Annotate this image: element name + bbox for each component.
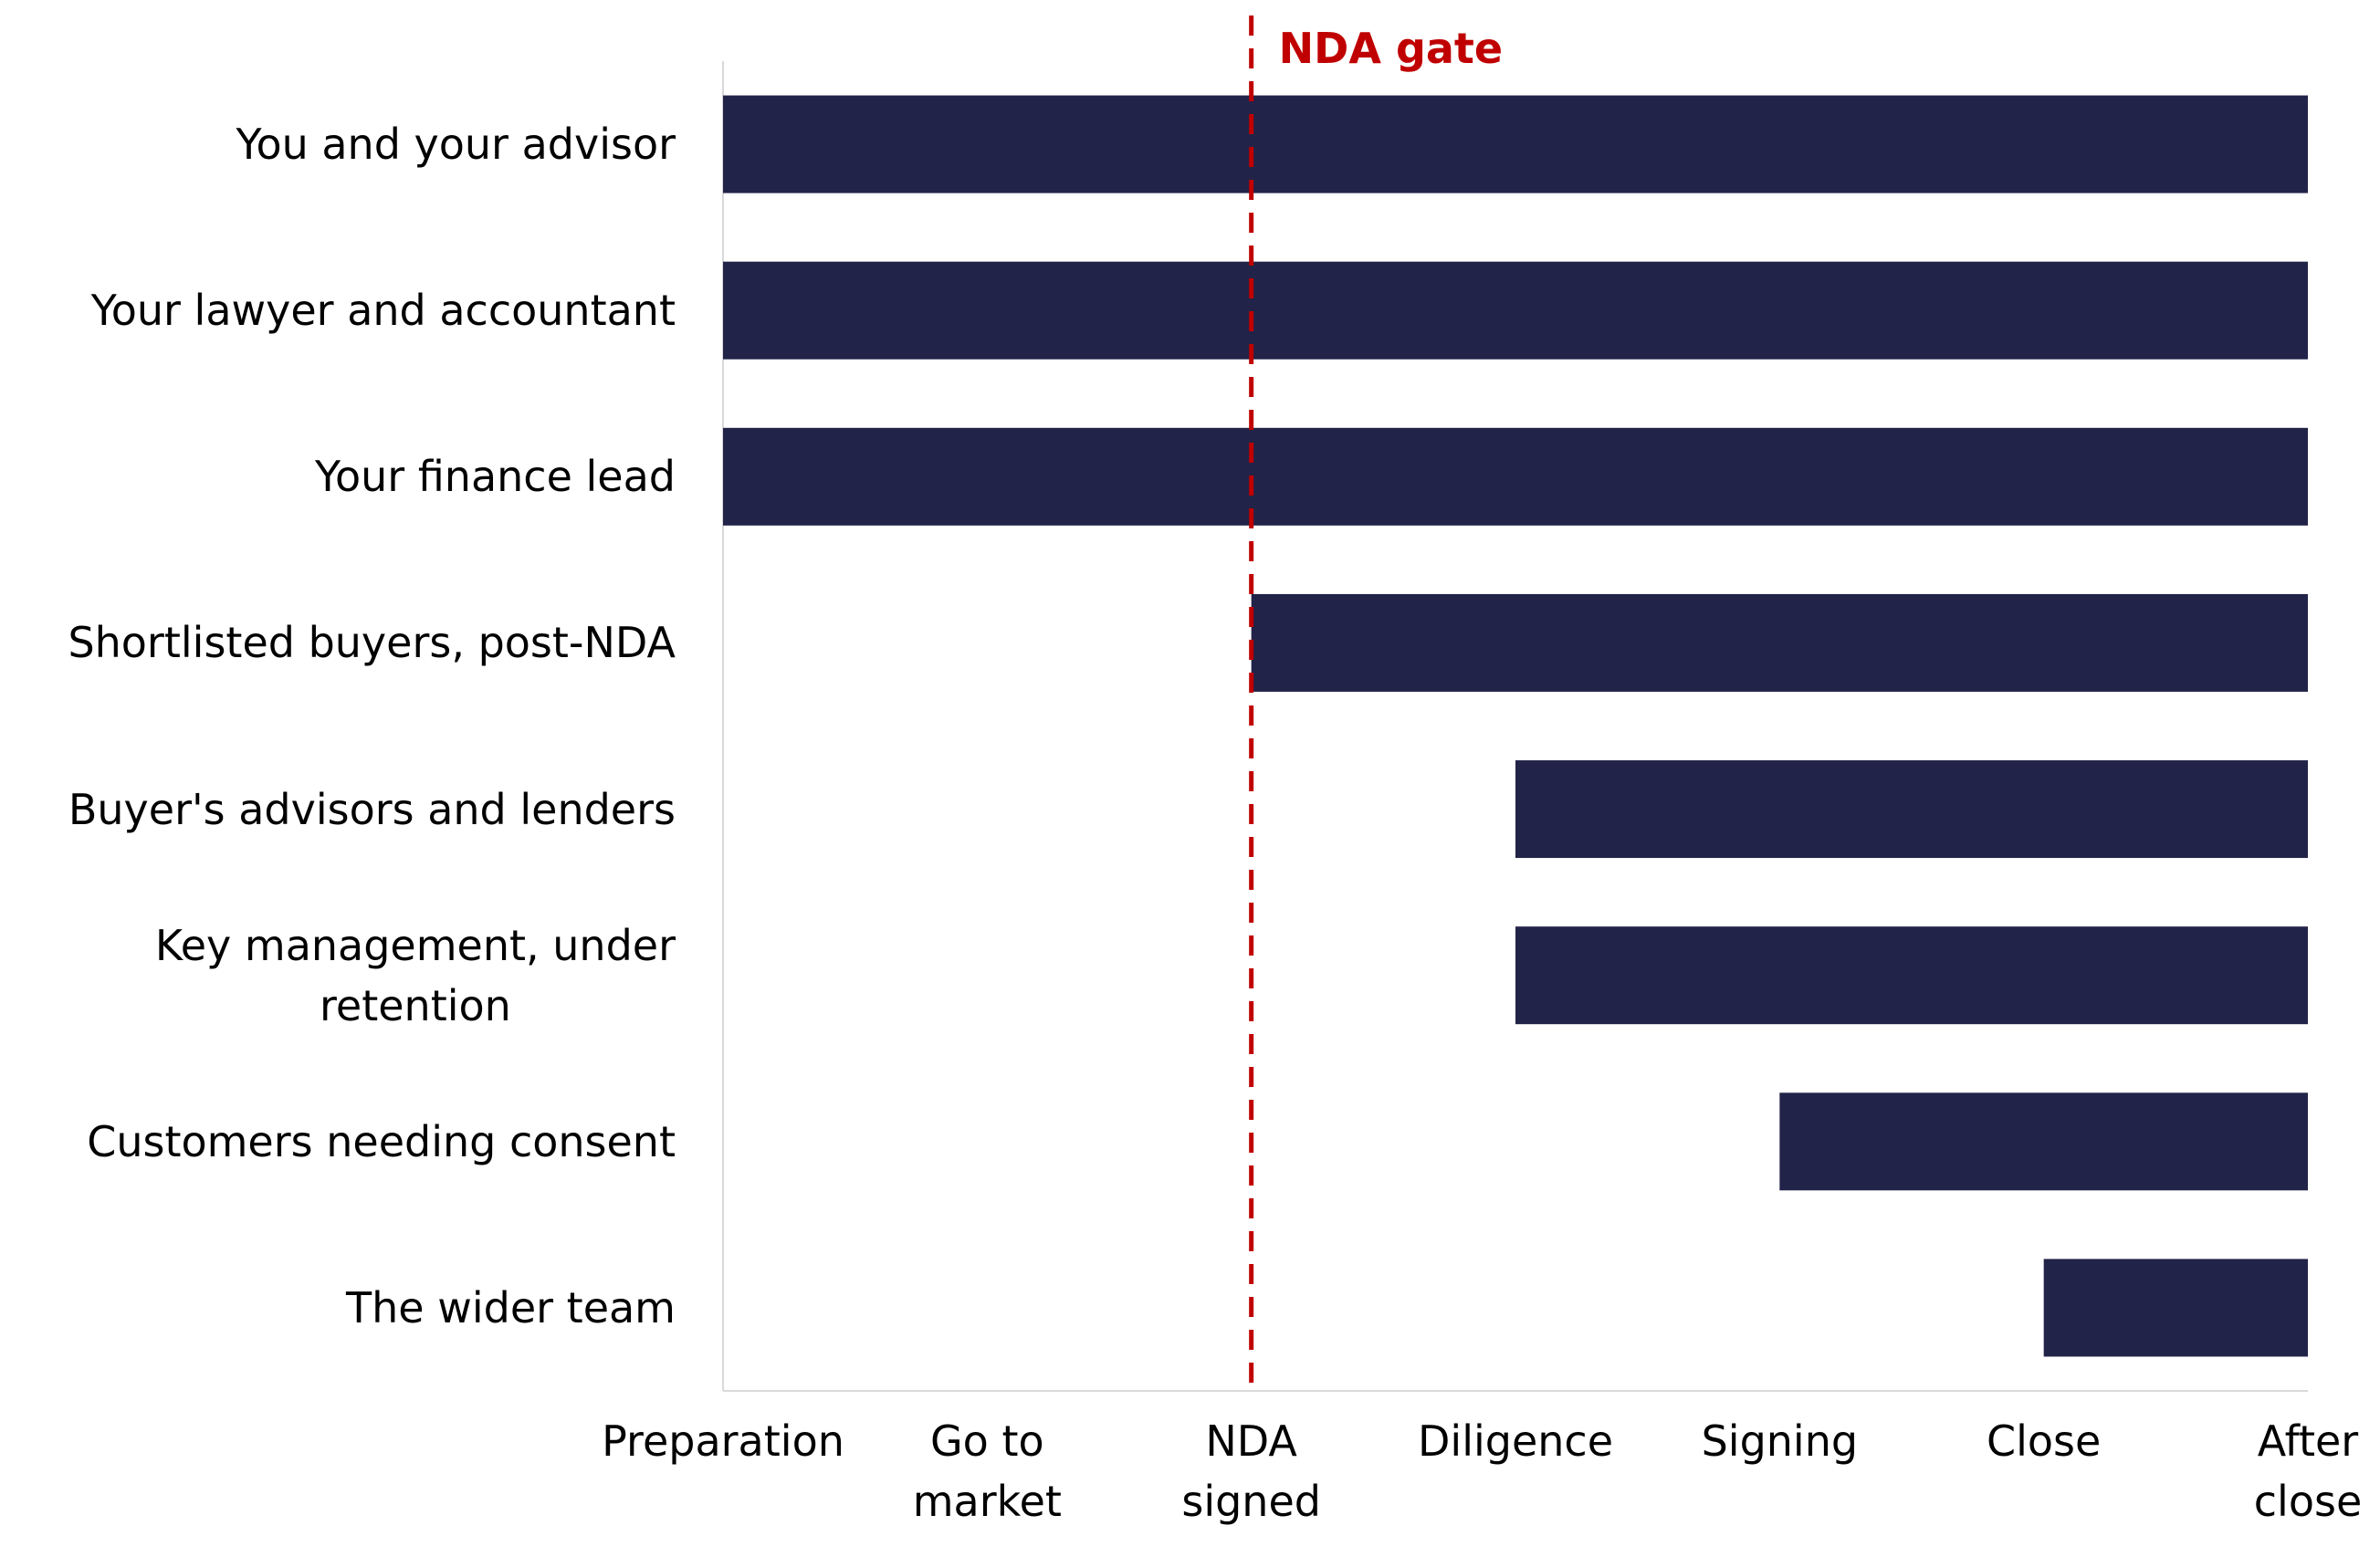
x-tick-label: After close bbox=[2253, 1416, 2363, 1526]
bar bbox=[723, 95, 2308, 193]
bar bbox=[2043, 1259, 2308, 1357]
category-label: The wider team bbox=[346, 1282, 676, 1332]
x-tick-label: Diligence bbox=[1417, 1416, 1614, 1466]
bar bbox=[1251, 593, 2308, 692]
x-tick-label: Preparation bbox=[602, 1416, 844, 1466]
category-label: Your lawyer and accountant bbox=[90, 286, 676, 336]
category-label: Buyer's advisors and lenders bbox=[68, 784, 676, 834]
category-label: You and your advisor bbox=[236, 120, 676, 170]
category-label: Customers needing consent bbox=[87, 1116, 676, 1166]
category-label: Key management, under retention bbox=[154, 920, 676, 1030]
x-tick-label: Close bbox=[1987, 1416, 2102, 1466]
bar bbox=[723, 427, 2308, 526]
bar bbox=[723, 261, 2308, 360]
category-label: Your finance lead bbox=[315, 452, 676, 502]
category-label: Shortlisted buyers, post-NDA bbox=[68, 618, 676, 668]
x-tick-label: NDA signed bbox=[1181, 1416, 1321, 1526]
annotation: NDA gate bbox=[1278, 24, 1504, 73]
bar bbox=[1779, 1092, 2308, 1191]
bar bbox=[1515, 760, 2308, 859]
x-tick-label: Go to market bbox=[912, 1416, 1062, 1526]
x-tick-label: Signing bbox=[1701, 1416, 1859, 1466]
bar bbox=[1515, 926, 2308, 1025]
